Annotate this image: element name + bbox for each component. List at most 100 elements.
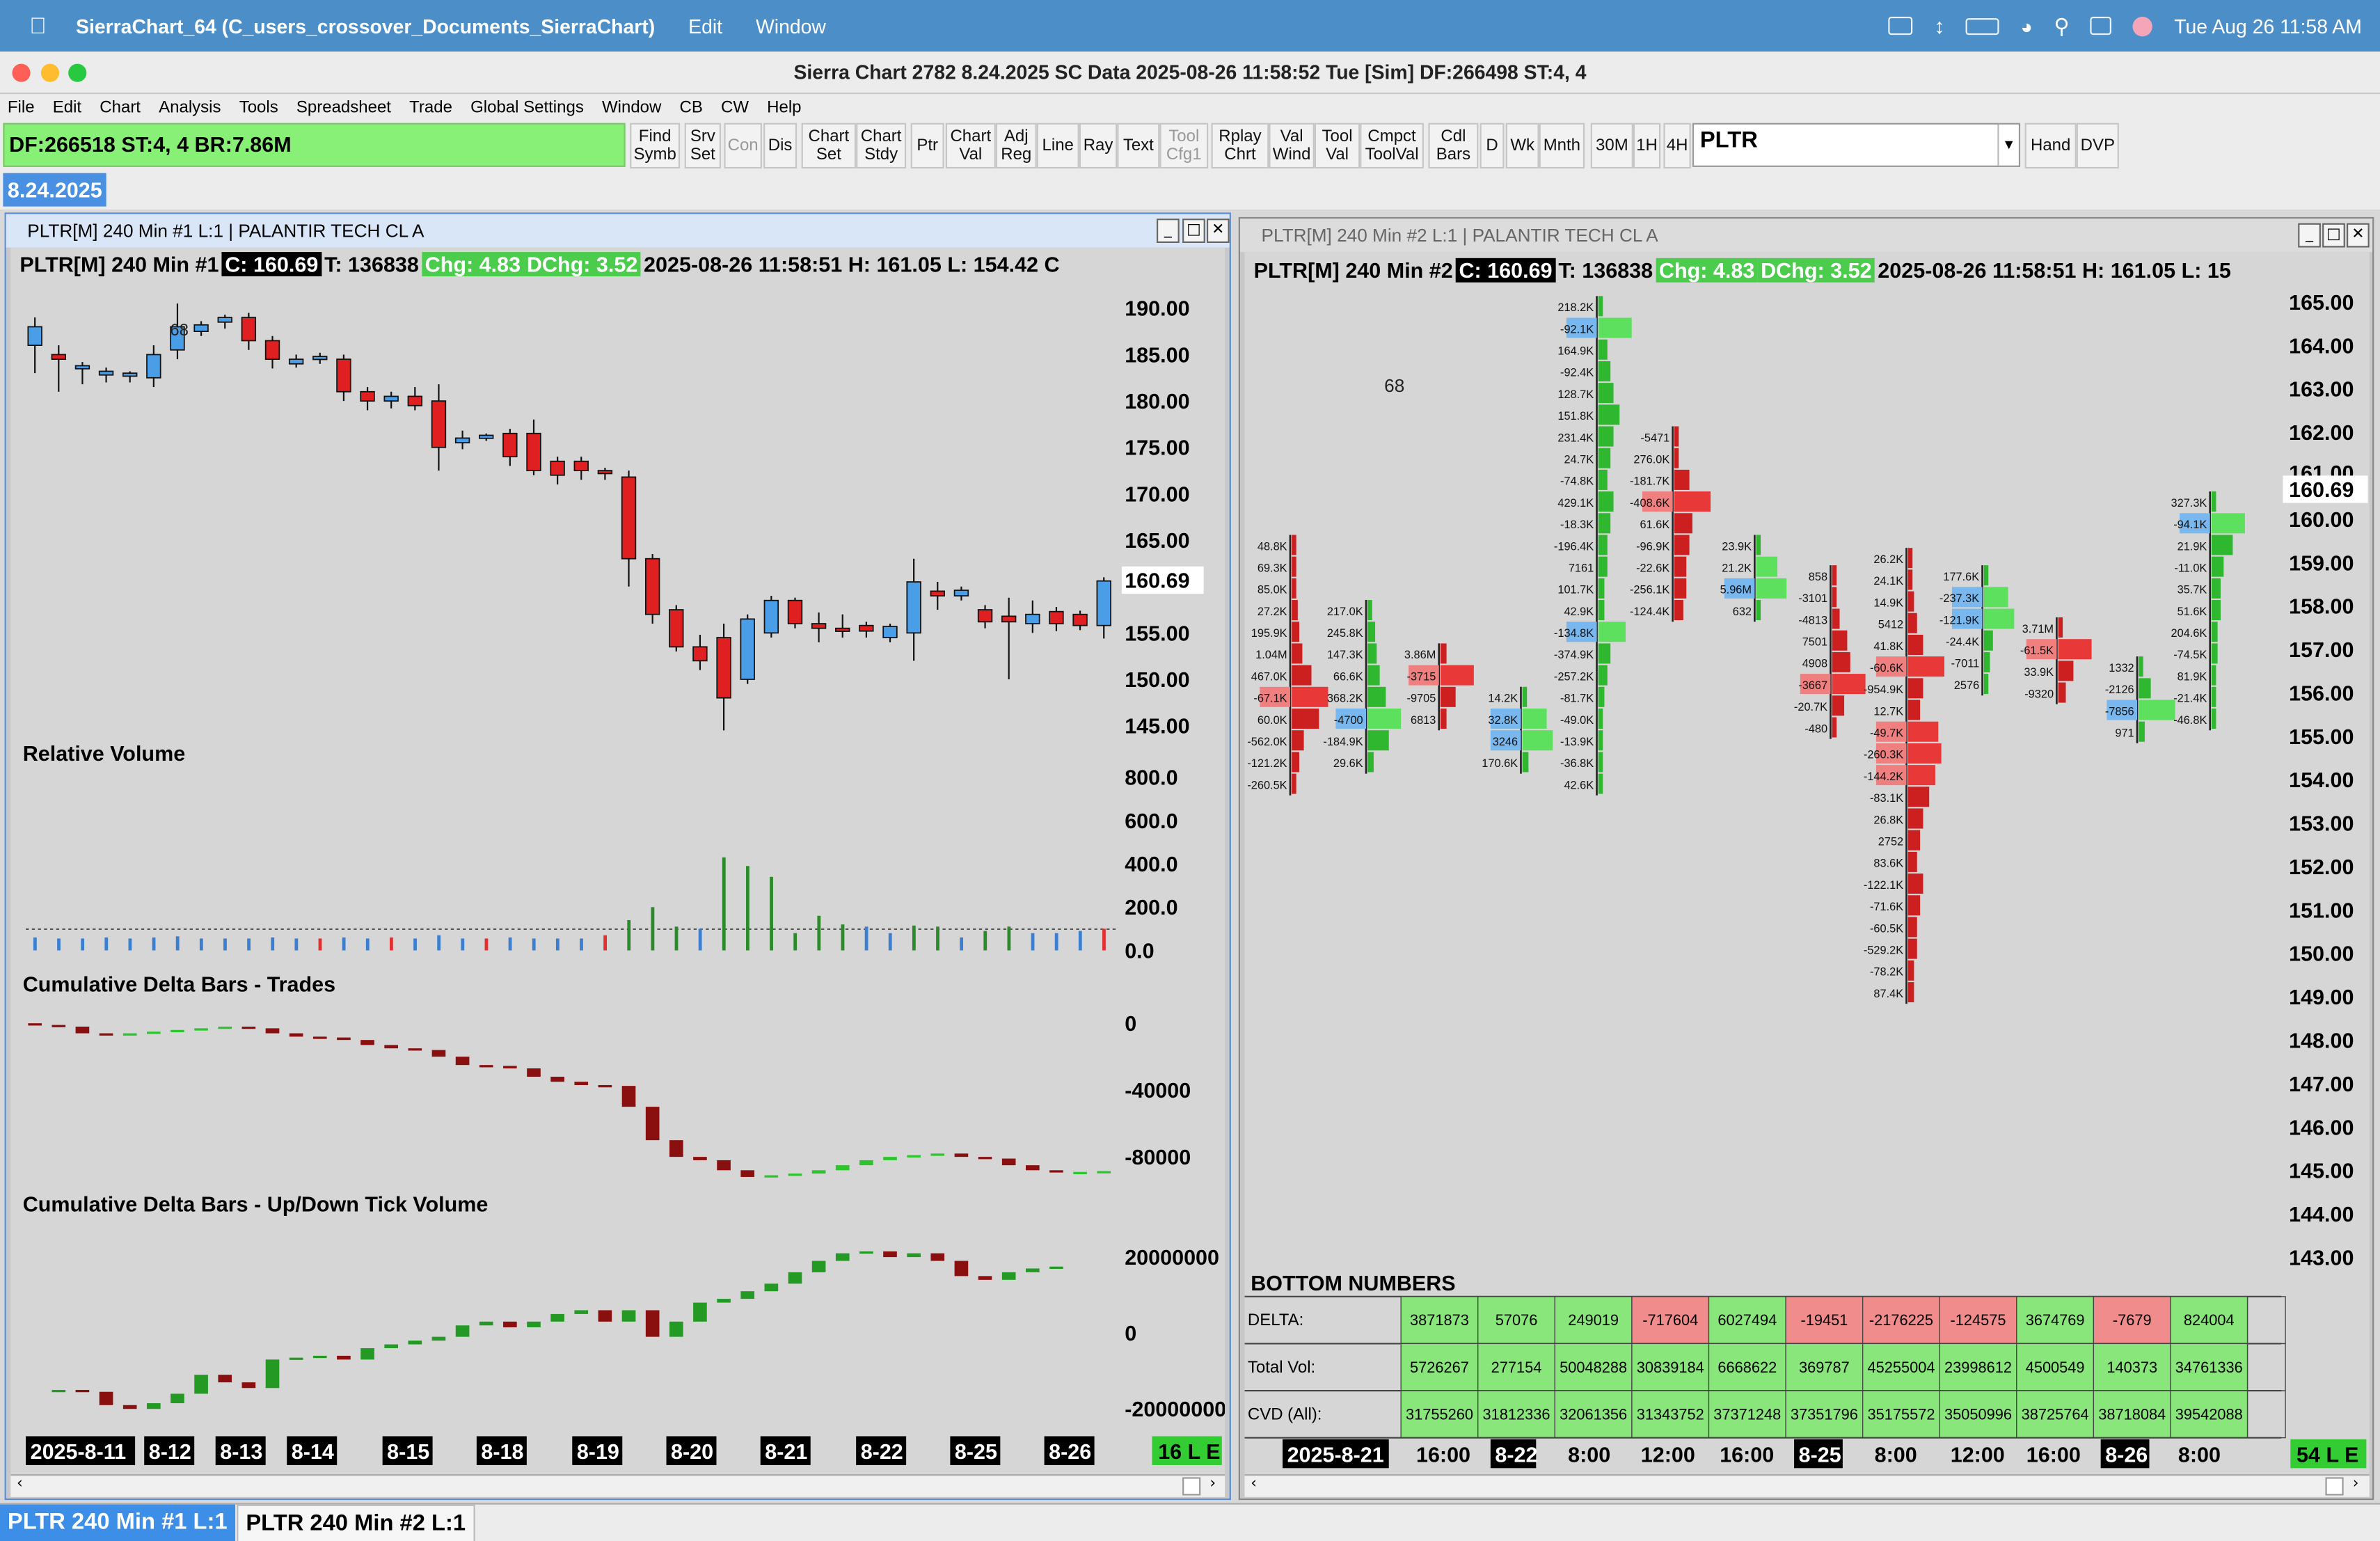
menu-edit[interactable]: Edit: [688, 14, 723, 38]
app-menu-tools[interactable]: Tools: [239, 98, 278, 117]
toolbar-button-text[interactable]: Text: [1117, 123, 1160, 169]
app-menu-global-settings[interactable]: Global Settings: [470, 98, 584, 117]
tab-chart-1[interactable]: PLTR 240 Min #1 L:1: [0, 1504, 235, 1541]
toolbar-button-ray[interactable]: Ray: [1079, 123, 1118, 169]
scroll-left-icon[interactable]: ‹: [1251, 1476, 1257, 1493]
footprint-volume-bar: [1367, 665, 1380, 686]
rel-vol-bar: [104, 937, 109, 951]
footprint-volume-bar: [1598, 404, 1620, 425]
scroll-thumb[interactable]: [2325, 1477, 2344, 1496]
toolbar-button-tool-cfg1[interactable]: Tool Cfg1: [1159, 123, 1209, 169]
footprint-delta-value: -24.4K: [1946, 636, 1979, 649]
app-menu-help[interactable]: Help: [767, 98, 802, 117]
zoom-window-icon[interactable]: [68, 63, 87, 82]
battery-icon[interactable]: [1966, 17, 2000, 35]
siri-icon[interactable]: [2133, 15, 2153, 36]
menu-window[interactable]: Window: [756, 14, 826, 38]
toolbar-button-1h[interactable]: 1H: [1633, 123, 1661, 169]
toolbar-button-d[interactable]: D: [1479, 123, 1505, 169]
close-icon[interactable]: ✕: [1206, 219, 1230, 244]
chart1-scrollbar[interactable]: ‹ ›: [10, 1474, 1225, 1497]
toolbar-button-dvp[interactable]: DVP: [2076, 123, 2119, 169]
toolbar-button-line[interactable]: Line: [1036, 123, 1079, 169]
app-menu-edit[interactable]: Edit: [52, 98, 82, 117]
scroll-left-icon[interactable]: ‹: [16, 1476, 23, 1493]
toolbar-button-chart-val[interactable]: Chart Val: [945, 123, 996, 169]
screen-icon[interactable]: [1888, 16, 1913, 35]
app-menu-trade[interactable]: Trade: [409, 98, 452, 117]
toolbar-button-hand[interactable]: Hand: [2024, 123, 2077, 169]
apple-icon[interactable]: : [0, 13, 76, 39]
maximize-icon[interactable]: □: [2322, 223, 2345, 248]
minimize-icon[interactable]: _: [2298, 223, 2321, 248]
app-name-menu[interactable]: SierraChart_64 (C_users_crossover_Docume…: [76, 14, 656, 38]
app-menu-file[interactable]: File: [7, 98, 35, 117]
toolbar-button-chart-stdy[interactable]: Chart Stdy: [856, 123, 907, 169]
app-menu-chart[interactable]: Chart: [100, 98, 141, 117]
toolbar-button-chart-set[interactable]: Chart Set: [801, 123, 857, 169]
app-menu-cw[interactable]: CW: [721, 98, 749, 117]
toolbar-button-tool-val[interactable]: Tool Val: [1314, 123, 1360, 169]
scroll-right-icon[interactable]: ›: [2352, 1476, 2359, 1493]
toolbar-button-dis[interactable]: Dis: [763, 123, 798, 169]
toolbar-button-wk[interactable]: Wk: [1505, 123, 1539, 169]
footprint-volume-bar: [1598, 730, 1603, 751]
control-center-icon[interactable]: [2091, 16, 2112, 35]
toolbar-button-30m[interactable]: 30M: [1590, 123, 1633, 169]
time-label: 12:00: [1951, 1444, 2005, 1467]
toolbar-button-cmpct-toolval[interactable]: Cmpct ToolVal: [1360, 123, 1424, 169]
footprint-delta-value: -954.9K: [1864, 683, 1903, 696]
scroll-thumb[interactable]: [1182, 1477, 1201, 1496]
toolbar-button-mnth[interactable]: Mnth: [1539, 123, 1585, 169]
app-menu-spreadsheet[interactable]: Spreadsheet: [296, 98, 391, 117]
toolbar-button-ptr[interactable]: Ptr: [910, 123, 944, 169]
toolbar-button-adj-reg[interactable]: Adj Reg: [995, 123, 1037, 169]
chart1-canvas[interactable]: 68 190.00 185.00 180.00 175.00 170.00 165.00 16…: [10, 248, 1225, 1474]
app-menu-cb[interactable]: CB: [679, 98, 703, 117]
date-label: 8-22: [861, 1440, 903, 1464]
table-cell-value: 31343752: [1637, 1405, 1704, 1423]
cd-tick-bar: [312, 1355, 327, 1359]
minimize-icon[interactable]: _: [1157, 219, 1180, 244]
menubar-clock[interactable]: Tue Aug 26 11:58 AM: [2174, 14, 2362, 38]
toolbar-button-rplay-chrt[interactable]: Rplay Chrt: [1211, 123, 1269, 169]
symbol-value: PLTR: [1699, 127, 1758, 154]
app-menu-window[interactable]: Window: [602, 98, 662, 117]
toolbar-button-val-wind[interactable]: Val Wind: [1269, 123, 1315, 169]
rel-vol-bar: [294, 938, 299, 951]
toolbar-button-srv-set[interactable]: Srv Set: [684, 123, 722, 169]
toolbar-button-4h[interactable]: 4H: [1663, 123, 1691, 169]
app-menu-analysis[interactable]: Analysis: [159, 98, 221, 117]
close-window-icon[interactable]: [12, 63, 31, 82]
footprint-volume-bar: [1367, 709, 1402, 729]
toolbar-button-cdl-bars[interactable]: Cdl Bars: [1428, 123, 1479, 169]
footprint-delta-value: 87.4K: [1873, 988, 1903, 1000]
tab-chart-2[interactable]: PLTR 240 Min #2 L:1: [237, 1504, 475, 1541]
close-icon[interactable]: ✕: [2347, 223, 2370, 248]
footprint-delta-value: -122.1K: [1864, 879, 1903, 892]
minimize-window-icon[interactable]: [40, 63, 60, 82]
footprint-volume-bar: [1983, 565, 1989, 586]
footprint-volume-bar: [1367, 622, 1376, 642]
chart2-scrollbar[interactable]: ‹ ›: [1244, 1474, 2370, 1497]
upload-icon[interactable]: ↕: [1934, 13, 1945, 38]
search-icon[interactable]: ⚲: [2054, 13, 2070, 38]
cd-trades-bar: [1001, 1158, 1016, 1166]
chart2-plot[interactable]: PLTR[M] 240 Min #2 C: 160.69 T: 136838 Chg:…: [1244, 252, 2370, 1475]
chart1-plot[interactable]: PLTR[M] 240 Min #1 C: 160.69 T: 136838 Chg:…: [10, 247, 1225, 1475]
cd-trades-bar: [978, 1157, 992, 1160]
chart2-daily-change: DChg: 3.52: [1757, 258, 1875, 283]
scroll-right-icon[interactable]: ›: [1209, 1476, 1216, 1493]
chart-window-1[interactable]: PLTR[M] 240 Min #1 L:1 | PALANTIR TECH C…: [4, 212, 1231, 1501]
chart2-canvas[interactable]: 165.00164.00163.00162.00161.00160.69160.…: [1244, 252, 2370, 1474]
cd-tick-bar: [693, 1302, 707, 1322]
wifi-icon[interactable]: ◕: [2020, 14, 2033, 38]
chart-window-2[interactable]: PLTR[M] 240 Min #2 L:1 | PALANTIR TECH C…: [1238, 216, 2374, 1501]
footprint-delta-value: 195.9K: [1251, 627, 1287, 640]
toolbar-button-con[interactable]: Con: [724, 123, 762, 169]
chart1-header: PLTR[M] 240 Min #1 C: 160.69 T: 136838 Chg:…: [17, 249, 1113, 280]
symbol-input[interactable]: PLTR ▼: [1692, 123, 2021, 167]
toolbar-button-find-symb[interactable]: Find Symb: [630, 123, 681, 169]
chevron-down-icon[interactable]: ▼: [1997, 124, 2019, 166]
maximize-icon[interactable]: □: [1182, 219, 1205, 244]
